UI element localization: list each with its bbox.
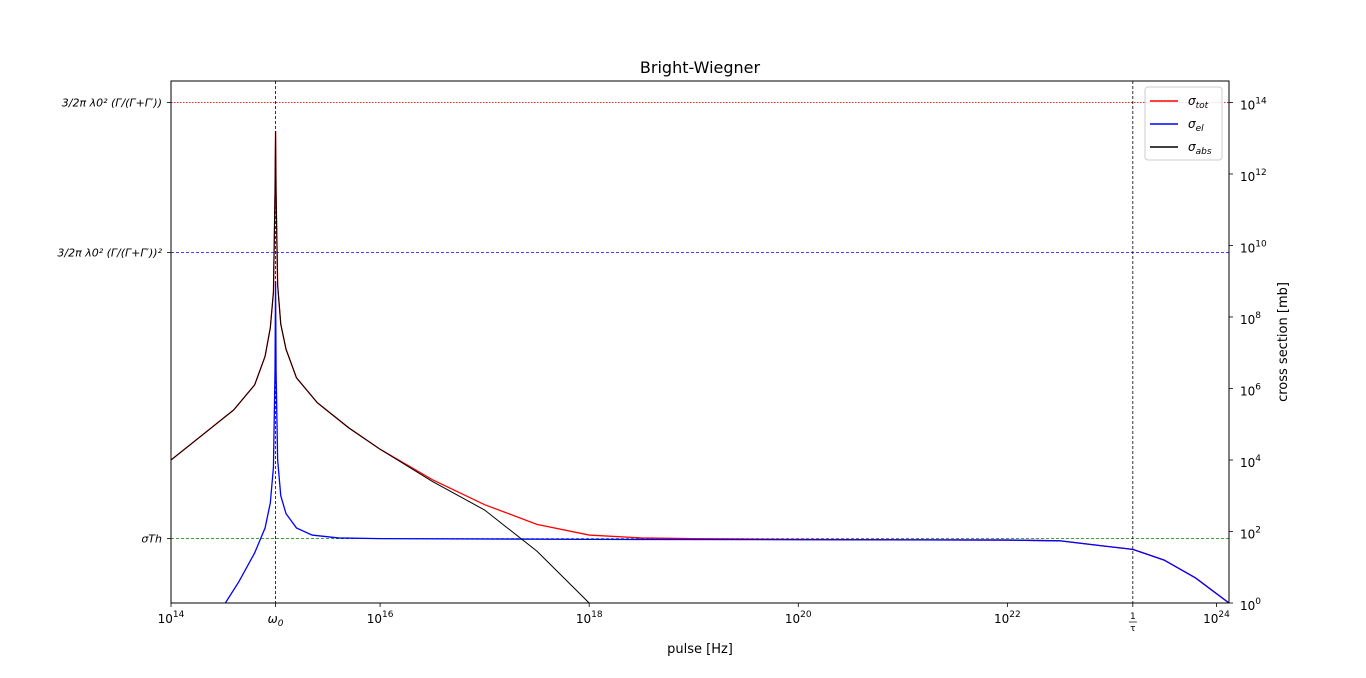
legend-label-tot: σtot	[1188, 94, 1209, 111]
x-axis-ticks: 1014 ω0 1016 1018 1020 1022 1 τ 1024	[158, 603, 1230, 634]
reference-hlines	[171, 102, 1229, 540]
y-right-axis-ticks: 100 102 104 106 108 1010 1012 1014	[1229, 96, 1267, 613]
x-tick-label-6: 1	[1130, 612, 1136, 622]
y-right-tick-label-5: 1010	[1240, 239, 1267, 255]
y-right-tick-label-7: 1014	[1240, 96, 1267, 112]
plot-frame	[170, 80, 1230, 604]
x-tick-label-5: 1022	[994, 610, 1021, 626]
x-tick-label-4: 1020	[785, 610, 812, 626]
legend-label-el: σel	[1188, 117, 1204, 134]
y-right-tick-label-6: 1012	[1240, 168, 1267, 184]
y-right-tick-label-4: 108	[1240, 311, 1261, 327]
y-left-axis-ticks: 3/2π λ0² (Γ/(Γ+Γ′)) 3/2π λ0² (Γ/(Γ+Γ′))² σ…	[57, 96, 171, 546]
series-lines	[170, 131, 1230, 604]
reference-vlines	[275, 81, 1134, 603]
legend-label-abs: σabs	[1188, 140, 1212, 157]
legend-box	[1144, 86, 1223, 161]
x-tick-label-1: ω0	[268, 612, 284, 629]
chart-title: Bright-Wiegner	[640, 58, 761, 77]
y-left-tick-label-0: 3/2π λ0² (Γ/(Γ+Γ′))	[62, 96, 162, 109]
x-tick-label-7: 1024	[1203, 610, 1230, 626]
y-right-tick-label-3: 106	[1240, 382, 1261, 398]
y-right-tick-label-2: 104	[1240, 454, 1261, 470]
series-line-el	[224, 281, 1230, 604]
y-left-tick-label-2: σTh	[141, 533, 162, 546]
y-axis-label-right: cross section [mb]	[1276, 282, 1291, 402]
y-right-tick-label-1: 102	[1240, 525, 1261, 541]
y-left-tick-label-1: 3/2π λ0² (Γ/(Γ+Γ′))²	[57, 247, 162, 260]
x-axis-label: pulse [Hz]	[667, 642, 733, 657]
x-tick-label-den: τ	[1130, 624, 1135, 634]
x-tick-label-3: 1018	[576, 610, 603, 626]
x-tick-label-0: 1014	[158, 610, 185, 626]
series-line-abs	[170, 131, 590, 604]
series-line-tot	[170, 131, 1230, 604]
legend: σtot σel σabs	[1144, 86, 1223, 161]
y-right-tick-label-0: 100	[1240, 597, 1261, 613]
x-tick-label-2: 1016	[367, 610, 394, 626]
